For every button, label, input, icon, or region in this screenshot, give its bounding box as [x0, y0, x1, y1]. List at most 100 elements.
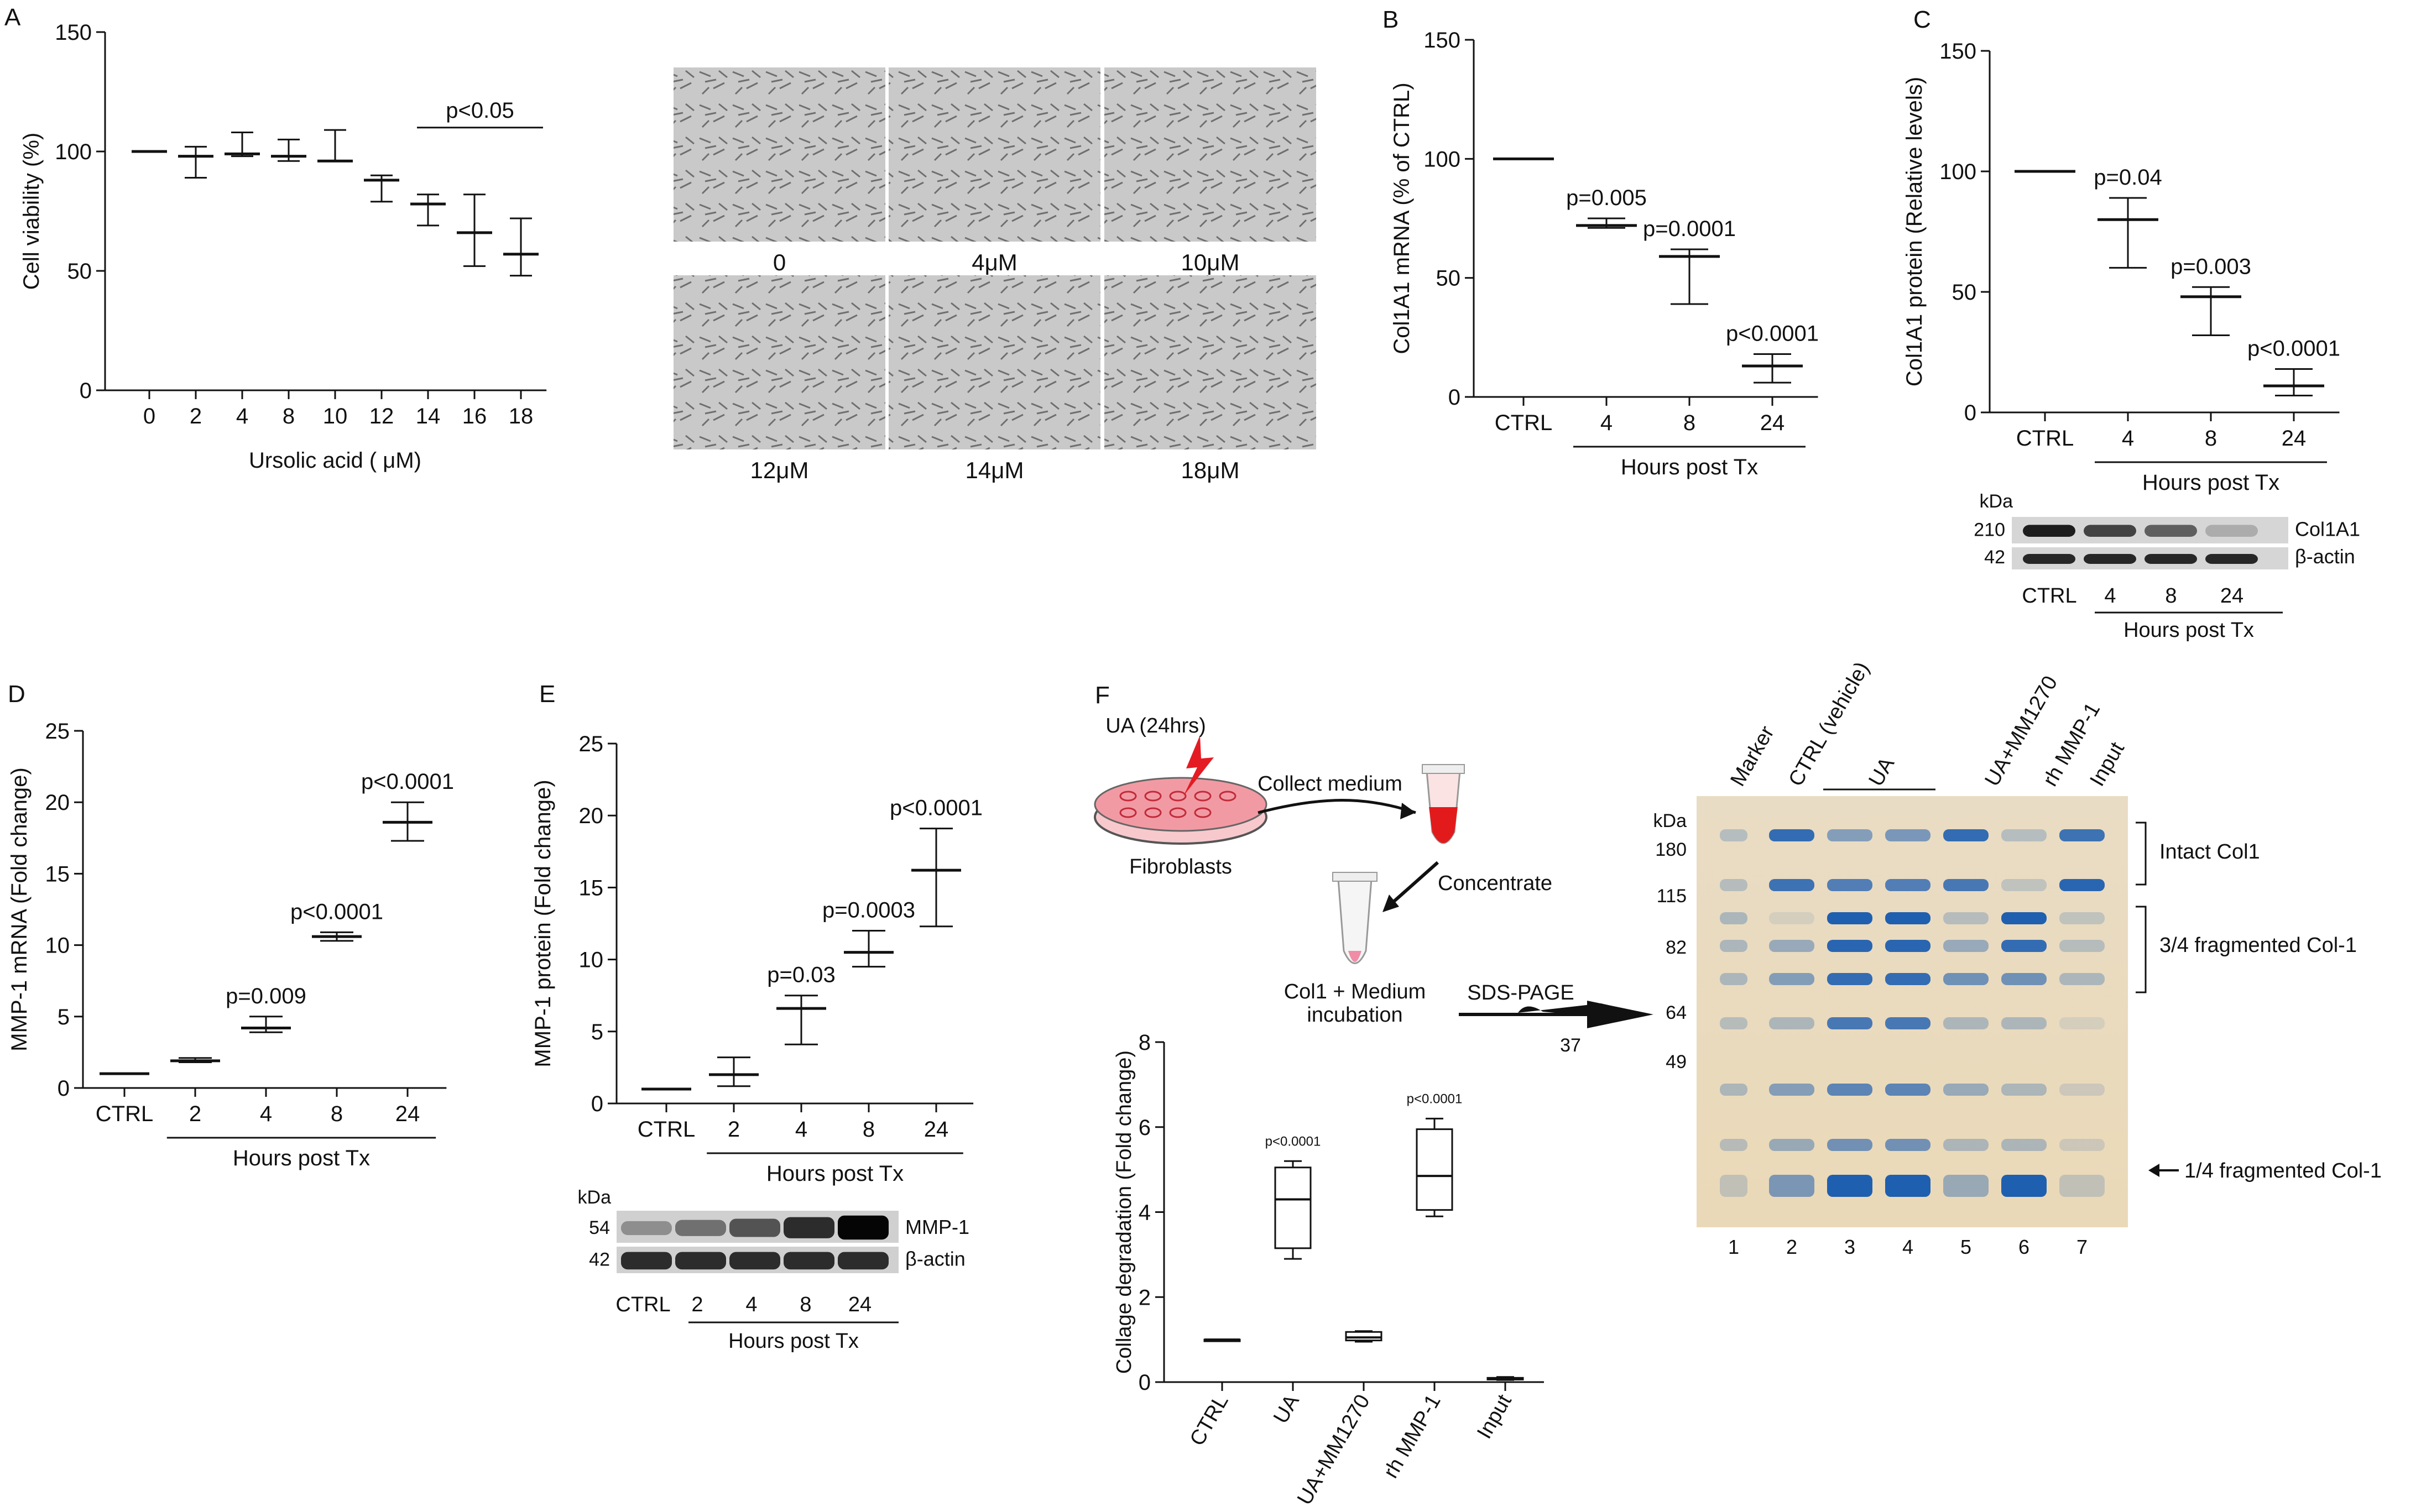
x-tick-label: UA	[1269, 1390, 1304, 1427]
gel-band	[1885, 829, 1930, 841]
x-tick-label: 8	[283, 404, 295, 428]
gel-band	[1943, 829, 1989, 841]
step-label: SDS-PAGE	[1467, 981, 1574, 1004]
micrograph-image	[889, 275, 1100, 449]
gel-band	[1885, 1017, 1930, 1029]
p-value-label: p<0.0001	[2247, 337, 2340, 361]
gel-band	[2001, 879, 2047, 891]
y-tick-label: 10	[579, 948, 604, 972]
mw-label: 49	[1666, 1051, 1687, 1072]
panel-letter-f: F	[1095, 682, 1110, 709]
gel-band	[1769, 1084, 1814, 1096]
gel-band	[2059, 912, 2105, 924]
p-value-label: p<0.0001	[1265, 1134, 1321, 1149]
mw-label: 115	[1657, 886, 1687, 907]
p-value-label: p=0.0003	[822, 898, 915, 923]
protein-label: β-actin	[2295, 545, 2355, 568]
panel-letter-d: D	[8, 681, 25, 708]
gel-band	[1827, 1017, 1872, 1029]
blot-band	[621, 1221, 672, 1236]
gel-band	[1943, 912, 1989, 924]
gel-band	[2001, 1017, 2047, 1029]
gel-lane-label: UA	[1864, 753, 1899, 790]
gel-band	[2001, 1084, 2047, 1096]
bracket	[2136, 906, 2147, 993]
gel-band	[1769, 879, 1814, 891]
box	[1416, 1128, 1453, 1211]
blot-x-title: Hours post Tx	[728, 1330, 859, 1353]
y-tick-label: 50	[1436, 266, 1461, 291]
gel-background	[1697, 796, 2128, 1227]
gel-band	[2059, 879, 2105, 891]
x-tick-label: 24	[2282, 426, 2307, 451]
x-tick-label: 4	[2122, 426, 2134, 451]
arrow-head	[1400, 803, 1416, 819]
gel-lane-number: 6	[2018, 1236, 2029, 1258]
gel-band	[1720, 1017, 1747, 1029]
mw-label: 64	[1666, 1002, 1687, 1023]
y-tick-label: 15	[45, 862, 70, 886]
y-axis-title: Collage degradation (Fold change)	[1113, 1050, 1136, 1374]
micrograph-label: 18μM	[1181, 457, 1240, 483]
mw-label: 180	[1655, 839, 1687, 860]
arrow-head	[1587, 1001, 1653, 1028]
x-tick-label: 4	[260, 1102, 272, 1126]
x-tick-label: 24	[924, 1117, 949, 1142]
mw-label: 210	[1974, 520, 2005, 541]
cell-glyph	[1119, 807, 1137, 818]
y-tick-label: 6	[1139, 1116, 1151, 1140]
x-tick-label: 24	[395, 1102, 420, 1126]
panel-letter-e: E	[539, 681, 555, 708]
p-value-label: p=0.003	[2170, 254, 2251, 279]
gel-band	[1827, 829, 1872, 841]
gel-band	[2059, 1084, 2105, 1096]
cell-glyph	[1119, 791, 1137, 802]
lane-label: 4	[2104, 584, 2116, 608]
gel-band	[1885, 973, 1930, 985]
gel-band	[2001, 912, 2047, 924]
lane-label: 24	[2220, 584, 2243, 608]
gel-band	[2001, 1139, 2047, 1151]
y-tick-label: 4	[1139, 1201, 1151, 1225]
x-tick-label: 8	[2205, 426, 2217, 451]
step-label: Collect medium	[1258, 772, 1402, 796]
panel-b-chart: 0 50 100 150 CTRL 4 8 24 Col1A1 mRNA (% of CTRL)…	[1390, 28, 1819, 479]
gel-band	[2059, 1139, 2105, 1151]
gel-band	[1720, 1139, 1747, 1151]
y-tick-label: 2	[1139, 1285, 1151, 1310]
y-tick-label: 5	[58, 1005, 70, 1029]
gel-annotation: 1/4 fragmented Col-1	[2184, 1159, 2382, 1183]
gel-band	[1827, 879, 1872, 891]
panel-letter-b: B	[1382, 6, 1399, 33]
gel-band	[1943, 1175, 1989, 1197]
cell-glyph	[1194, 791, 1212, 802]
protein-label: MMP-1	[905, 1216, 969, 1238]
x-tick-label: Input	[1473, 1390, 1516, 1443]
x-axis-title: Hours post Tx	[1621, 455, 1758, 479]
y-tick-label: 10	[45, 934, 70, 958]
gel-lane-label: Marker	[1726, 722, 1779, 791]
blot-band	[729, 1252, 780, 1270]
mw-label: 82	[1666, 937, 1687, 958]
gel-band	[1769, 1017, 1814, 1029]
p-value-label: p<0.0001	[361, 770, 454, 794]
tube-medium	[1429, 807, 1458, 843]
cell-glyph	[1144, 807, 1162, 818]
panel-letter-c: C	[1913, 6, 1931, 33]
gel-band	[1827, 940, 1872, 952]
arrow-head	[2148, 1164, 2159, 1177]
lane-label: CTRL	[2022, 584, 2076, 608]
blot-band	[621, 1252, 672, 1270]
gel-lane-number: 2	[1786, 1236, 1797, 1258]
gel-band	[1885, 1175, 1930, 1197]
gel-lane-label: Input	[2085, 738, 2129, 791]
x-tick-label: 8	[863, 1117, 875, 1142]
lightning-icon	[1183, 735, 1214, 796]
x-tick-label: 16	[462, 404, 487, 428]
gel-band	[1943, 1139, 1989, 1151]
y-tick-label: 0	[1448, 385, 1460, 410]
x-tick-label: 0	[143, 404, 155, 428]
gel-band	[1720, 1084, 1747, 1096]
x-tick-label: 18	[509, 404, 534, 428]
